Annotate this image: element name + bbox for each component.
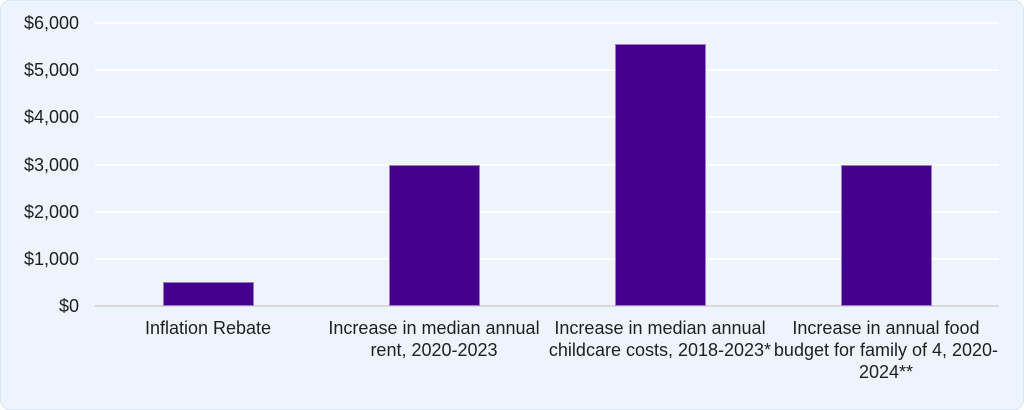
y-tick-label: $1,000: [23, 248, 79, 269]
y-tick-label: $3,000: [23, 154, 79, 175]
gridline: [95, 257, 999, 260]
gridline: [95, 116, 999, 119]
bar: [162, 282, 254, 306]
bar: [388, 164, 480, 306]
y-tick-label: $0: [58, 296, 79, 316]
gridline: [95, 22, 999, 24]
y-tick-label: $5,000: [23, 60, 79, 81]
x-axis-line: [95, 305, 999, 307]
gridline: [95, 163, 999, 166]
x-category-label: Increase in annual food budget for famil…: [773, 318, 999, 382]
gridline: [95, 210, 999, 213]
gridline: [95, 69, 999, 72]
x-category-label: Inflation Rebate: [144, 318, 272, 338]
x-category-label: Increase in median annual childcare cost…: [548, 318, 772, 360]
y-tick-label: $2,000: [23, 201, 79, 222]
bar: [614, 44, 706, 306]
x-category-label: Increase in median annual rent, 2020-202…: [328, 318, 540, 360]
y-tick-label: $4,000: [23, 107, 79, 128]
bar: [840, 164, 932, 306]
y-tick-label: $6,000: [23, 13, 79, 33]
